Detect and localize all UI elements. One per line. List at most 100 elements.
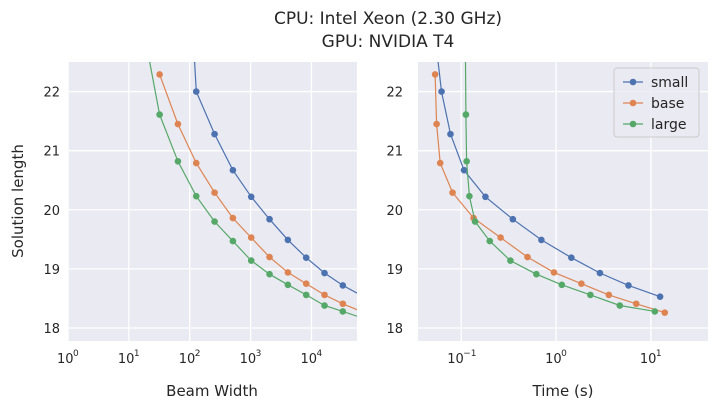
x-tick-base: 10 <box>300 352 317 367</box>
y-axis-label: Solution length <box>9 144 27 258</box>
x-tick-base: 10 <box>640 352 657 367</box>
legend-swatch-marker <box>629 99 637 107</box>
data-point-large <box>302 291 310 299</box>
data-point-small <box>339 282 347 289</box>
data-point-small <box>509 215 517 223</box>
data-point-base <box>211 189 218 196</box>
data-point-large <box>471 218 479 225</box>
data-point-base <box>339 300 347 308</box>
x-tick-base: 10 <box>240 352 257 367</box>
data-point-large <box>651 308 659 315</box>
legend-box <box>613 67 700 138</box>
x-tick-label: 10 2 <box>179 349 201 367</box>
grid-lines <box>67 62 357 341</box>
x-tick-label: 10 −1 <box>447 349 476 367</box>
data-point-base <box>321 291 328 299</box>
data-point-small <box>302 254 310 261</box>
data-point-base <box>578 280 585 287</box>
data-point-base <box>156 71 163 78</box>
x-tick-exponent: 2 <box>195 349 201 359</box>
x-tick-exponent: −1 <box>463 349 476 359</box>
data-point-small <box>192 88 200 95</box>
data-point-small <box>460 166 468 174</box>
data-point-large <box>229 237 237 245</box>
x-tick-label: 10 3 <box>240 349 262 367</box>
series-line-large <box>464 62 655 312</box>
y-tick-label: 22 <box>386 86 403 101</box>
legend-entry-small: small <box>623 75 688 91</box>
x-tick-exponent: 3 <box>256 349 262 359</box>
data-point-large <box>558 281 566 289</box>
x-axis-label-time: Time (s) <box>532 382 594 400</box>
y-tick-label: 21 <box>386 145 403 160</box>
series-group <box>149 62 357 317</box>
x-tick-label: 10 0 <box>545 349 567 367</box>
x-tick-base: 10 <box>57 352 74 367</box>
data-point-small <box>284 236 292 244</box>
data-point-base <box>174 120 182 128</box>
x-tick-label: 10 1 <box>640 349 662 367</box>
data-point-base <box>192 159 200 167</box>
data-point-small <box>266 215 273 223</box>
figure-title-line-1: CPU: Intel Xeon (2.30 GHz) <box>274 9 502 29</box>
data-point-large <box>339 308 347 315</box>
legend-entry-base: base <box>623 96 684 112</box>
x-tick-label: 10 4 <box>300 349 322 367</box>
series-group <box>431 62 669 316</box>
data-point-base <box>449 189 456 196</box>
y-tick-label: 18 <box>43 322 60 337</box>
y-tick-label: 19 <box>386 263 403 278</box>
data-point-small <box>247 193 255 201</box>
legend: small base large <box>613 67 700 138</box>
data-point-small <box>568 254 575 261</box>
x-tick-label: 10 1 <box>118 349 140 367</box>
data-point-small <box>321 269 328 277</box>
data-point-large <box>463 158 470 165</box>
data-point-large <box>247 257 255 264</box>
legend-label: large <box>651 117 686 133</box>
data-point-large <box>174 158 182 165</box>
data-point-base <box>524 253 531 261</box>
data-point-large <box>616 302 624 309</box>
data-point-small <box>447 130 454 138</box>
x-axis-label-beam-width: Beam Width <box>166 382 258 400</box>
data-point-large <box>156 111 163 118</box>
data-point-base <box>229 214 237 222</box>
data-point-large <box>486 237 494 245</box>
data-point-small <box>538 236 545 244</box>
x-tick-exponent: 4 <box>316 349 322 359</box>
data-point-small <box>229 166 237 174</box>
data-point-large <box>284 281 292 289</box>
x-tick-base: 10 <box>118 352 135 367</box>
legend-entry-large: large <box>623 117 686 133</box>
data-point-base <box>284 269 292 276</box>
data-point-base <box>605 291 613 299</box>
data-point-base <box>431 71 439 78</box>
x-tick-base: 10 <box>447 352 464 367</box>
series-line-base <box>434 74 665 314</box>
data-point-large <box>587 291 594 299</box>
x-tick-label: 10 0 <box>57 349 79 367</box>
y-tick-label: 19 <box>43 263 60 278</box>
y-tick-label: 21 <box>43 145 60 160</box>
data-point-small <box>482 193 489 201</box>
legend-label: small <box>651 75 688 91</box>
x-tick-base: 10 <box>545 352 562 367</box>
data-point-large <box>321 302 328 309</box>
data-point-base <box>550 269 558 276</box>
data-point-large <box>266 270 273 278</box>
y-tick-label: 20 <box>43 204 60 219</box>
data-point-base <box>632 300 640 308</box>
legend-swatch-marker <box>629 78 637 86</box>
data-point-small <box>596 269 604 277</box>
data-point-small <box>625 282 632 289</box>
data-point-large <box>192 192 200 200</box>
data-point-base <box>247 234 255 241</box>
data-point-small <box>211 130 218 138</box>
x-tick-exponent: 0 <box>73 349 79 359</box>
data-point-base <box>302 280 310 287</box>
y-tick-label: 22 <box>43 86 60 101</box>
y-tick-label: 20 <box>386 204 403 219</box>
data-point-large <box>211 218 218 225</box>
